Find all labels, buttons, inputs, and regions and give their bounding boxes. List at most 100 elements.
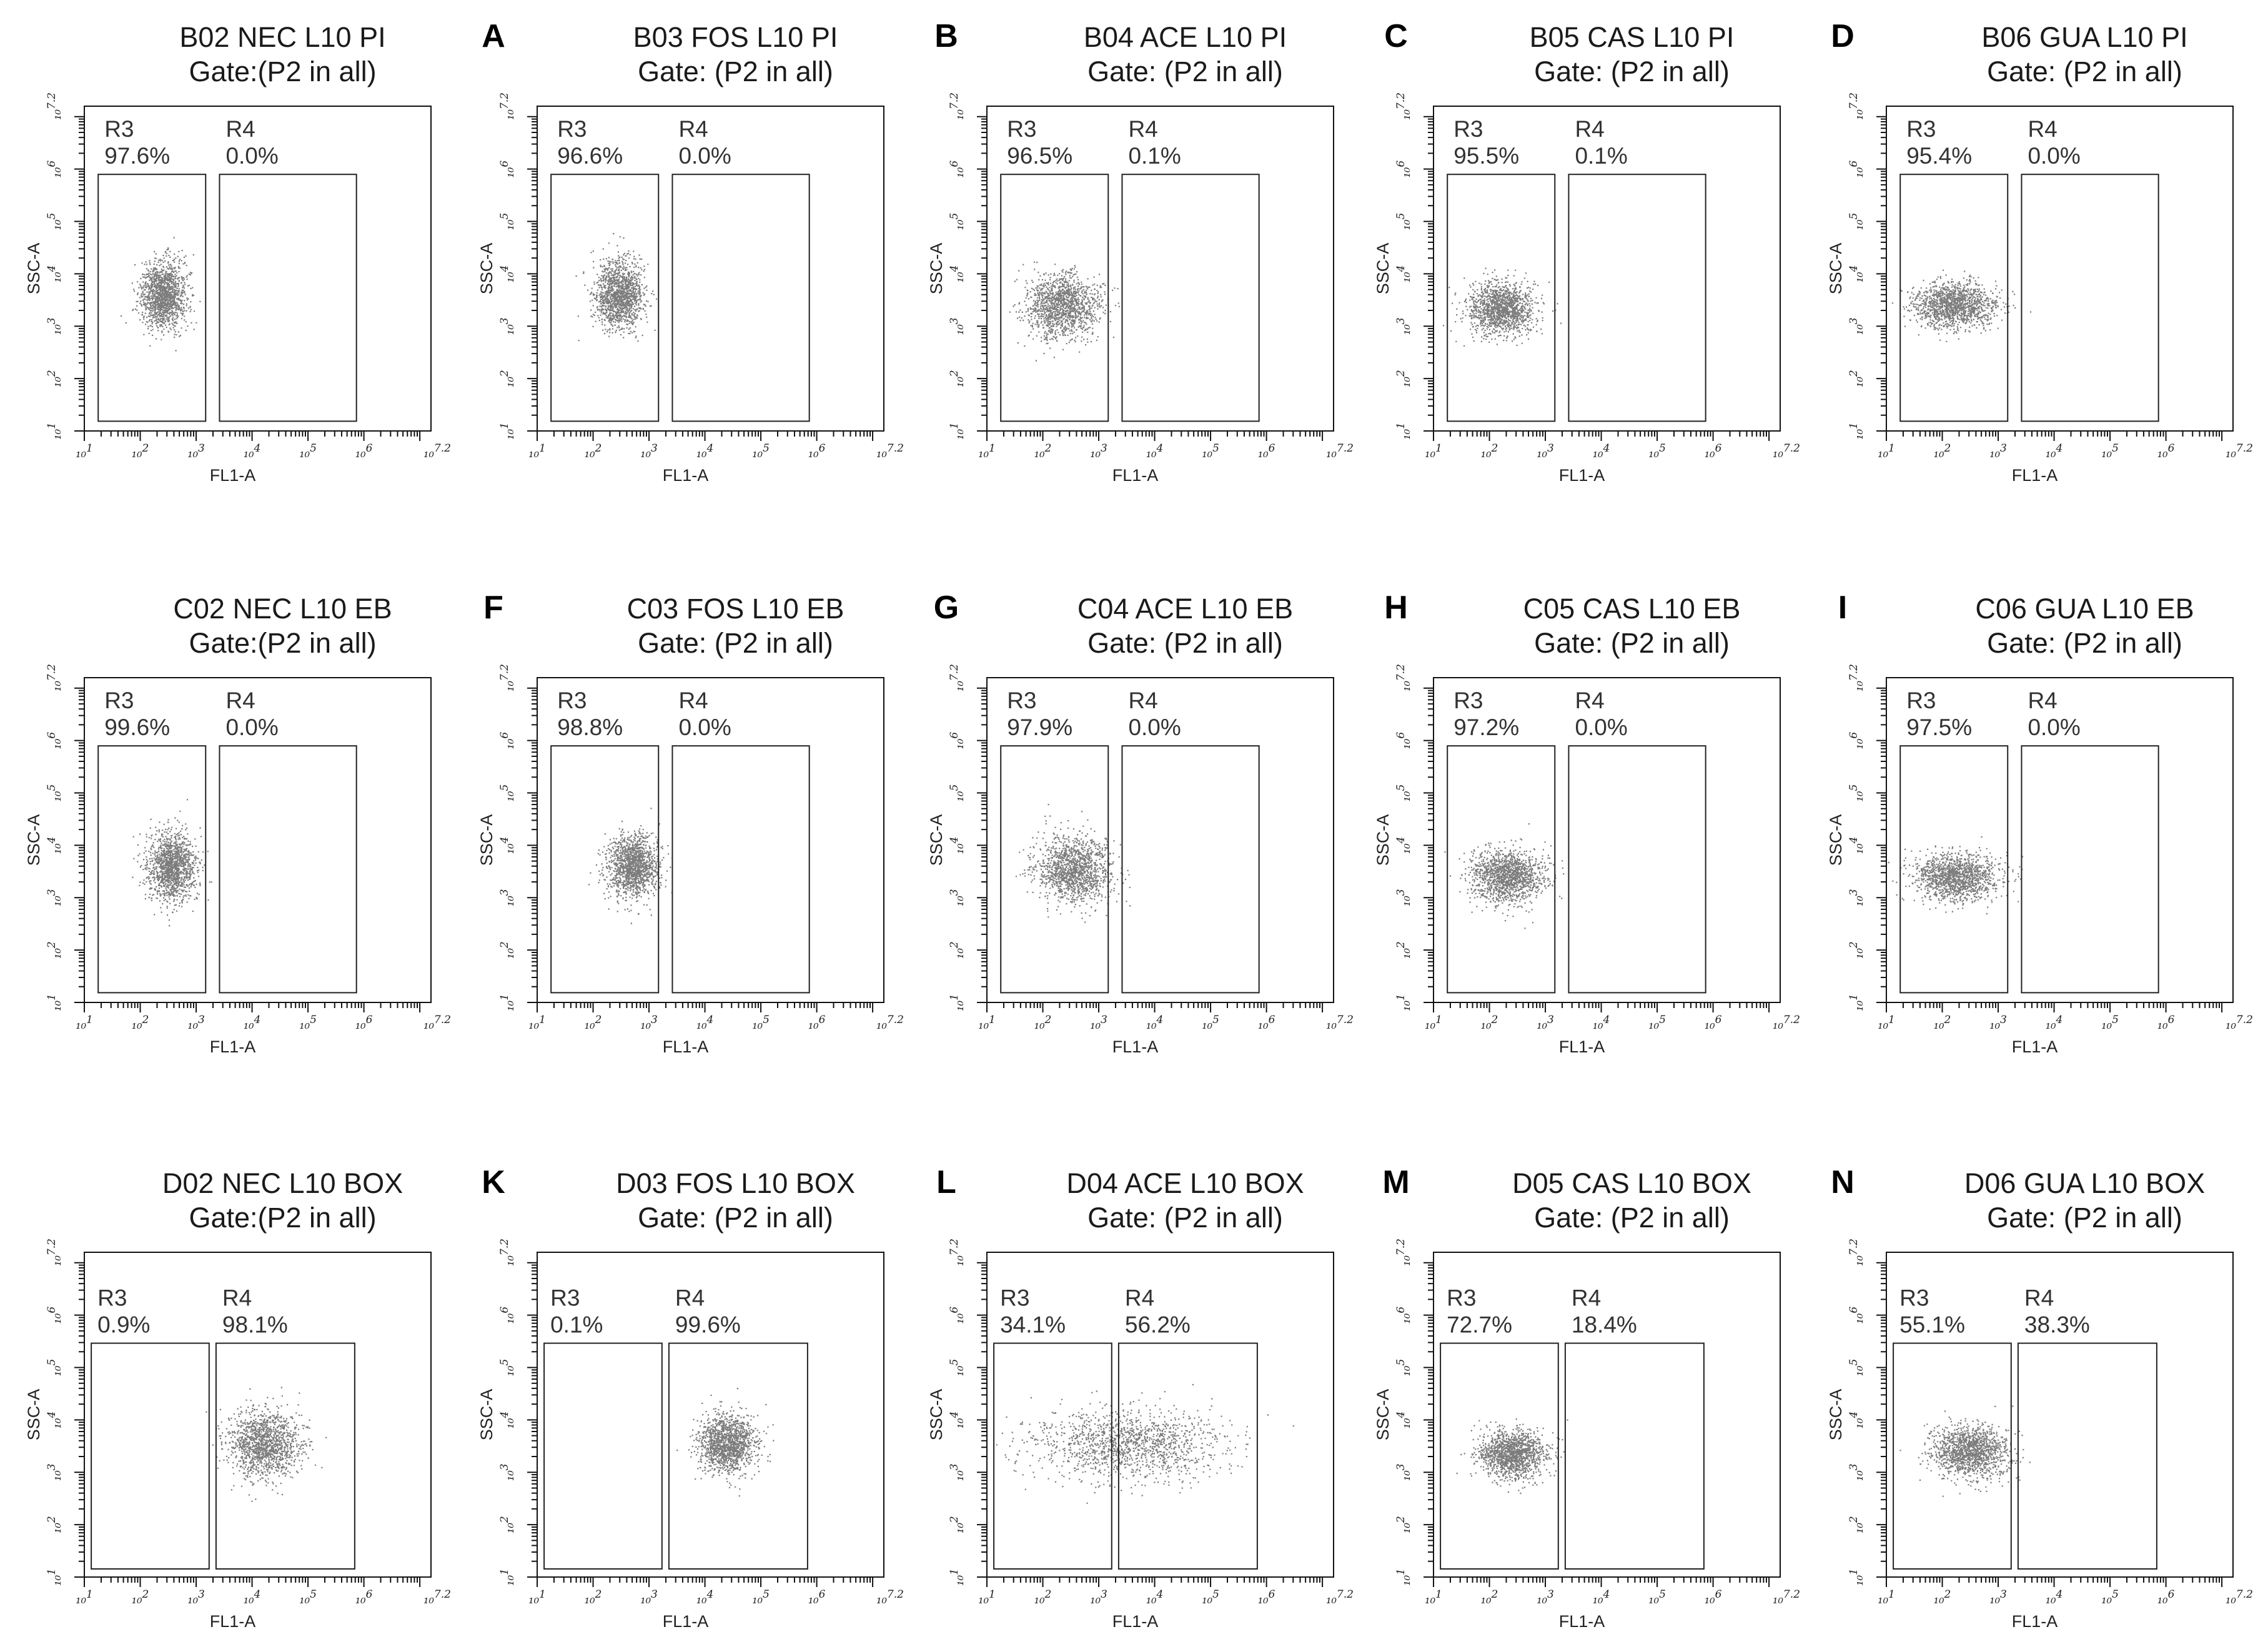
y-tick-label: ₁₀5 [1395,1359,1413,1377]
y-tick-label: ₁₀6 [1848,732,1866,749]
y-tick-label: ₁₀1 [498,994,517,1011]
plot-frame [1433,1252,1781,1578]
gate-name: R3 [104,688,134,713]
y-tick-label: ₁₀7.2 [46,1239,64,1266]
y-tick-label: ₁₀4 [1395,837,1413,854]
gate-r4 [1564,1342,1705,1570]
x-axis-label: FL1-A [1559,466,1605,485]
x-axis-label: FL1-A [1559,1612,1605,1631]
x-tick-label: ₁₀2 [1934,1014,1951,1032]
y-tick-label: ₁₀4 [1395,1412,1413,1429]
x-tick-label: ₁₀6 [1705,1588,1722,1606]
panel-letter: F [483,590,503,626]
y-tick-label: ₁₀6 [46,161,64,178]
gate-percent: 0.0% [678,143,731,169]
y-tick-label: ₁₀7.2 [948,1239,966,1266]
y-axis-label: SSC-A [477,814,496,866]
gate-r3 [97,745,207,994]
y-axis [1876,116,1886,432]
y-tick-label: ₁₀7.2 [498,92,517,120]
y-tick-label: ₁₀6 [1395,161,1413,178]
y-tick-label: ₁₀1 [1848,1568,1866,1586]
panel-subtitle: Gate:(P2 in all) [189,56,376,87]
panel-title: D06 GUA L10 BOX [1964,1167,2205,1199]
y-axis [74,687,84,1003]
gate-r4 [2021,174,2159,422]
y-tick-label: ₁₀5 [948,784,966,802]
x-tick-label: ₁₀6 [355,442,373,460]
y-tick-label: ₁₀2 [46,941,64,959]
x-tick-label: ₁₀3 [1989,442,2007,460]
x-axis-label: FL1-A [2012,1612,2058,1631]
x-tick-label: ₁₀4 [244,442,261,460]
gate-percent: 0.0% [225,715,278,740]
x-tick-label: ₁₀1 [528,1588,546,1606]
y-tick-label: ₁₀6 [498,732,517,749]
x-axis [537,431,874,441]
gate-name: R4 [678,688,708,713]
gate-r3 [1447,174,1556,422]
x-tick-label: ₁₀5 [2101,1588,2119,1606]
panel-letter: M [1382,1164,1409,1200]
panel-title: C03 FOS L10 EB [627,593,844,625]
x-tick-label: ₁₀3 [1537,442,1554,460]
x-tick-label: ₁₀7.2 [2226,442,2253,460]
y-tick-label: ₁₀3 [1848,317,1866,335]
y-tick-label: ₁₀3 [46,889,64,906]
x-tick-label: ₁₀2 [132,1588,149,1606]
y-tick-label: ₁₀2 [1848,941,1866,959]
x-tick-label: ₁₀4 [696,1588,714,1606]
x-axis [84,431,421,441]
event-dots [121,237,201,352]
x-tick-label: ₁₀7.2 [876,1588,904,1606]
x-tick-label: ₁₀2 [1034,1014,1052,1032]
y-axis-label: SSC-A [477,1389,496,1441]
gate-name: R4 [675,1285,705,1311]
x-axis [986,431,1324,441]
y-tick-label: ₁₀1 [46,994,64,1011]
y-tick-label: ₁₀4 [498,1412,517,1429]
y-tick-label: ₁₀2 [46,1516,64,1533]
x-tick-label: ₁₀3 [640,442,658,460]
y-tick-label: ₁₀5 [1848,213,1866,230]
y-tick-label: ₁₀2 [1395,941,1413,959]
x-tick-label: ₁₀4 [2046,442,2063,460]
gate-r4 [671,745,810,994]
y-tick-label: ₁₀3 [46,317,64,335]
y-tick-label: ₁₀2 [948,941,966,959]
gate-name: R4 [225,688,255,713]
gate-r3 [550,745,660,994]
y-tick-label: ₁₀1 [1395,994,1413,1011]
gate-percent: 38.3% [2024,1312,2090,1338]
panel-letter: D [1831,18,1855,54]
y-tick-label: ₁₀1 [948,994,966,1011]
x-tick-label: ₁₀3 [1090,1014,1107,1032]
x-tick-label: ₁₀4 [1146,1014,1164,1032]
gate-percent: 0.0% [2028,715,2080,740]
gate-r4 [1121,745,1260,994]
gate-name: R4 [678,116,708,142]
x-tick-label: ₁₀6 [1258,442,1275,460]
y-tick-label: ₁₀2 [1395,1516,1413,1533]
y-tick-label: ₁₀7.2 [498,664,517,691]
gate-name: R4 [1125,1285,1154,1311]
y-axis-label: SSC-A [24,814,43,866]
gate-name: R4 [2024,1285,2054,1311]
y-tick-label: ₁₀1 [498,422,517,440]
gate-percent: 96.5% [1007,143,1072,169]
y-tick-label: ₁₀2 [948,1516,966,1533]
gate-name: R3 [1453,116,1483,142]
y-axis [977,687,987,1003]
y-tick-label: ₁₀1 [1395,1568,1413,1586]
x-axis-label: FL1-A [210,1612,256,1631]
gate-name: R3 [1007,688,1036,713]
y-tick-label: ₁₀1 [1848,422,1866,440]
x-axis-label: FL1-A [663,466,709,485]
x-tick-label: ₁₀5 [1202,1588,1219,1606]
panel-subtitle: Gate: (P2 in all) [1534,627,1730,659]
x-tick-label: ₁₀4 [1593,1014,1610,1032]
